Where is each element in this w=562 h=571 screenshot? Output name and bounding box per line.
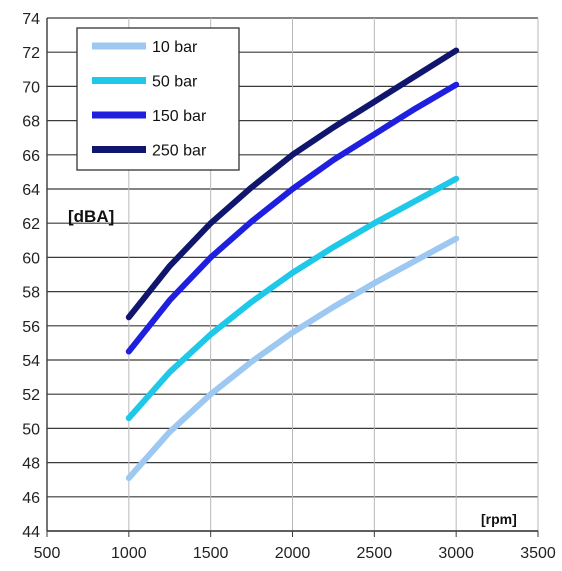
x-tick-label: 3500	[520, 545, 556, 562]
axes	[46, 18, 539, 537]
y-tick-label: 48	[22, 456, 40, 473]
y-tick-label: 66	[22, 148, 40, 165]
series-layer	[125, 47, 460, 481]
y-tick-label: 50	[22, 421, 40, 438]
x-tick-label: 2000	[275, 545, 311, 562]
y-tick-label: 62	[22, 216, 40, 233]
y-tick-label: 64	[22, 182, 40, 199]
series-line-250-bar	[125, 47, 460, 321]
y-tick-label: 52	[22, 387, 40, 404]
y-tick-label: 46	[22, 490, 40, 507]
tick-labels: 44 46 48 50 52 54 56 58 60 62 64 66 68 70 72 74 500 1000 1…	[22, 11, 556, 562]
y-tick-label: 58	[22, 285, 40, 302]
legend-label: 10 bar	[152, 39, 198, 56]
y-tick-label: 54	[22, 353, 40, 370]
legend-label: 250 bar	[152, 143, 207, 160]
x-axis-label: [rpm]	[481, 511, 517, 527]
y-tick-label: 68	[22, 114, 40, 131]
legend-label: 50 bar	[152, 74, 198, 91]
legend: 10 bar 50 bar 150 bar 250 bar	[76, 27, 240, 171]
series-line-10-bar	[125, 235, 460, 481]
y-tick-label: 56	[22, 319, 40, 336]
y-tick-label: 44	[22, 524, 40, 541]
x-tick-label: 1000	[111, 545, 147, 562]
y-axis-label: [dBA]	[68, 207, 114, 226]
y-tick-label: 74	[22, 11, 40, 28]
legend-label: 150 bar	[152, 108, 207, 125]
series-line-150-bar	[125, 81, 460, 355]
y-tick-label: 60	[22, 250, 40, 267]
y-tick-label: 70	[22, 79, 40, 96]
series-line-50-bar	[125, 175, 460, 422]
x-tick-label: 1500	[193, 545, 229, 562]
y-tick-label: 72	[22, 45, 40, 62]
x-tick-label: 2500	[357, 545, 393, 562]
x-tick-label: 3000	[438, 545, 474, 562]
x-tick-label: 500	[34, 545, 61, 562]
